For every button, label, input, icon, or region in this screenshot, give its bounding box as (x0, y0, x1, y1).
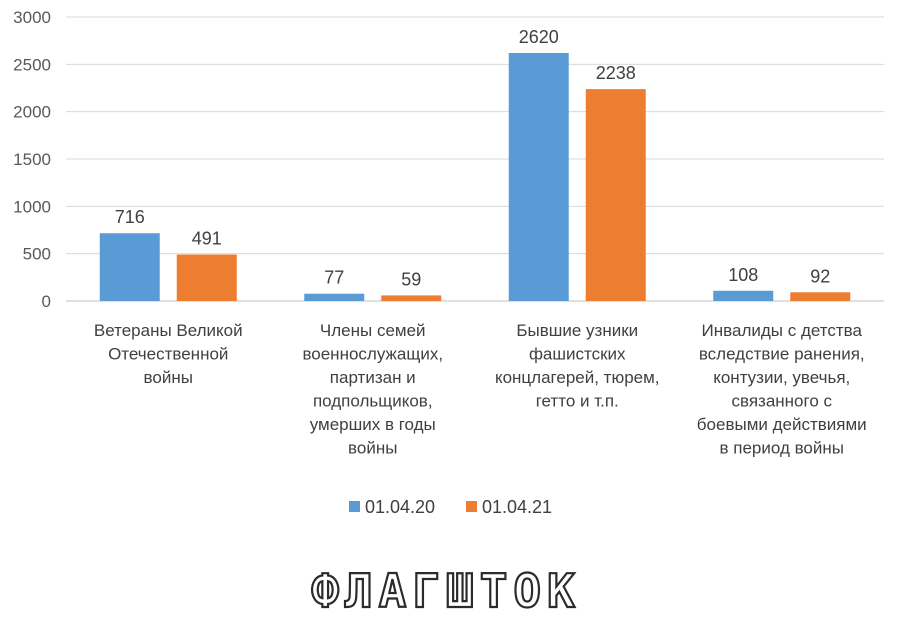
data-label: 2620 (519, 27, 559, 47)
data-label: 59 (401, 269, 421, 289)
x-category-label-line: концлагерей, тюрем, (495, 368, 660, 387)
x-category-label-line: контузии, увечья, (713, 368, 850, 387)
data-label: 491 (192, 229, 222, 249)
data-labels: 716 491 77 59 2620 2238 108 92 (115, 27, 831, 289)
bar (585, 89, 646, 301)
x-category-label: Инвалиды с детства вследствие ранения, кон… (697, 321, 867, 458)
y-axis: 0 500 1000 1500 2000 2500 3000 (13, 8, 51, 311)
data-label: 77 (324, 268, 344, 288)
x-category-label-line: Члены семей (320, 321, 426, 340)
legend-swatch (349, 501, 360, 512)
y-tick-label: 3000 (13, 8, 51, 27)
x-category-label-line: связанного с (731, 392, 832, 411)
bar (99, 233, 160, 301)
x-category-label: Члены семей военнослужащих, партизан и подп… (302, 321, 443, 458)
x-category-label-line: войны (348, 439, 397, 458)
x-category-label-line: подпольщиков, (313, 392, 433, 411)
x-category-label-line: Ветераны Великой (94, 321, 243, 340)
x-category-label-line: боевыми действиями (697, 415, 867, 434)
y-tick-label: 500 (23, 245, 51, 264)
y-tick-label: 2500 (13, 55, 51, 74)
x-category-label-line: военнослужащих, (302, 345, 443, 364)
bar (508, 52, 569, 302)
legend-label: 01.04.21 (482, 497, 552, 517)
bar (304, 293, 365, 301)
y-tick-label: 1500 (13, 150, 51, 169)
x-category-label: Ветераны Великой Отечественной войны (94, 321, 243, 387)
bar (713, 290, 774, 301)
bar (381, 295, 442, 301)
watermark-logo: ФЛАГШТОК (311, 564, 581, 618)
x-category-label-line: фашистских (529, 345, 626, 364)
x-axis-labels: Ветераны Великой Отечественной войныЧлены … (94, 321, 867, 458)
x-category-label-line: войны (144, 368, 193, 387)
x-category-label-line: вследствие ранения, (699, 345, 865, 364)
x-category-label-line: умерших в годы (310, 415, 436, 434)
data-label: 108 (728, 265, 758, 285)
x-category-label-line: Инвалиды с детства (702, 321, 863, 340)
x-category-label: Бывшие узники фашистских концлагерей, тюре… (495, 321, 660, 411)
y-tick-label: 2000 (13, 103, 51, 122)
legend: 01.04.20 01.04.21 (349, 497, 552, 517)
x-category-label-line: в период войны (720, 439, 845, 458)
x-category-label-line: Бывшие узники (516, 321, 638, 340)
y-tick-label: 1000 (13, 197, 51, 216)
legend-label: 01.04.20 (365, 497, 435, 517)
data-label: 716 (115, 207, 145, 227)
data-label: 92 (810, 266, 830, 286)
data-label: 2238 (596, 63, 636, 83)
y-tick-label: 0 (42, 292, 51, 311)
x-category-label-line: гетто и т.п. (536, 392, 619, 411)
bar (790, 292, 851, 301)
bars (99, 52, 851, 302)
bar (176, 254, 237, 301)
gridlines (66, 16, 884, 302)
legend-swatch (466, 501, 477, 512)
x-category-label-line: партизан и (330, 368, 416, 387)
x-category-label-line: Отечественной (108, 345, 228, 364)
